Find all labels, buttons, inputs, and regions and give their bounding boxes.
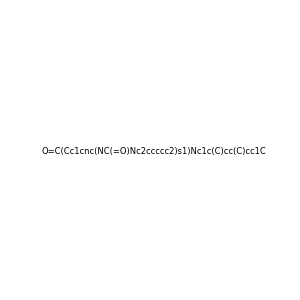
Text: O=C(Cc1cnc(NC(=O)Nc2ccccc2)s1)Nc1c(C)cc(C)cc1C: O=C(Cc1cnc(NC(=O)Nc2ccccc2)s1)Nc1c(C)cc(… [41,147,266,156]
